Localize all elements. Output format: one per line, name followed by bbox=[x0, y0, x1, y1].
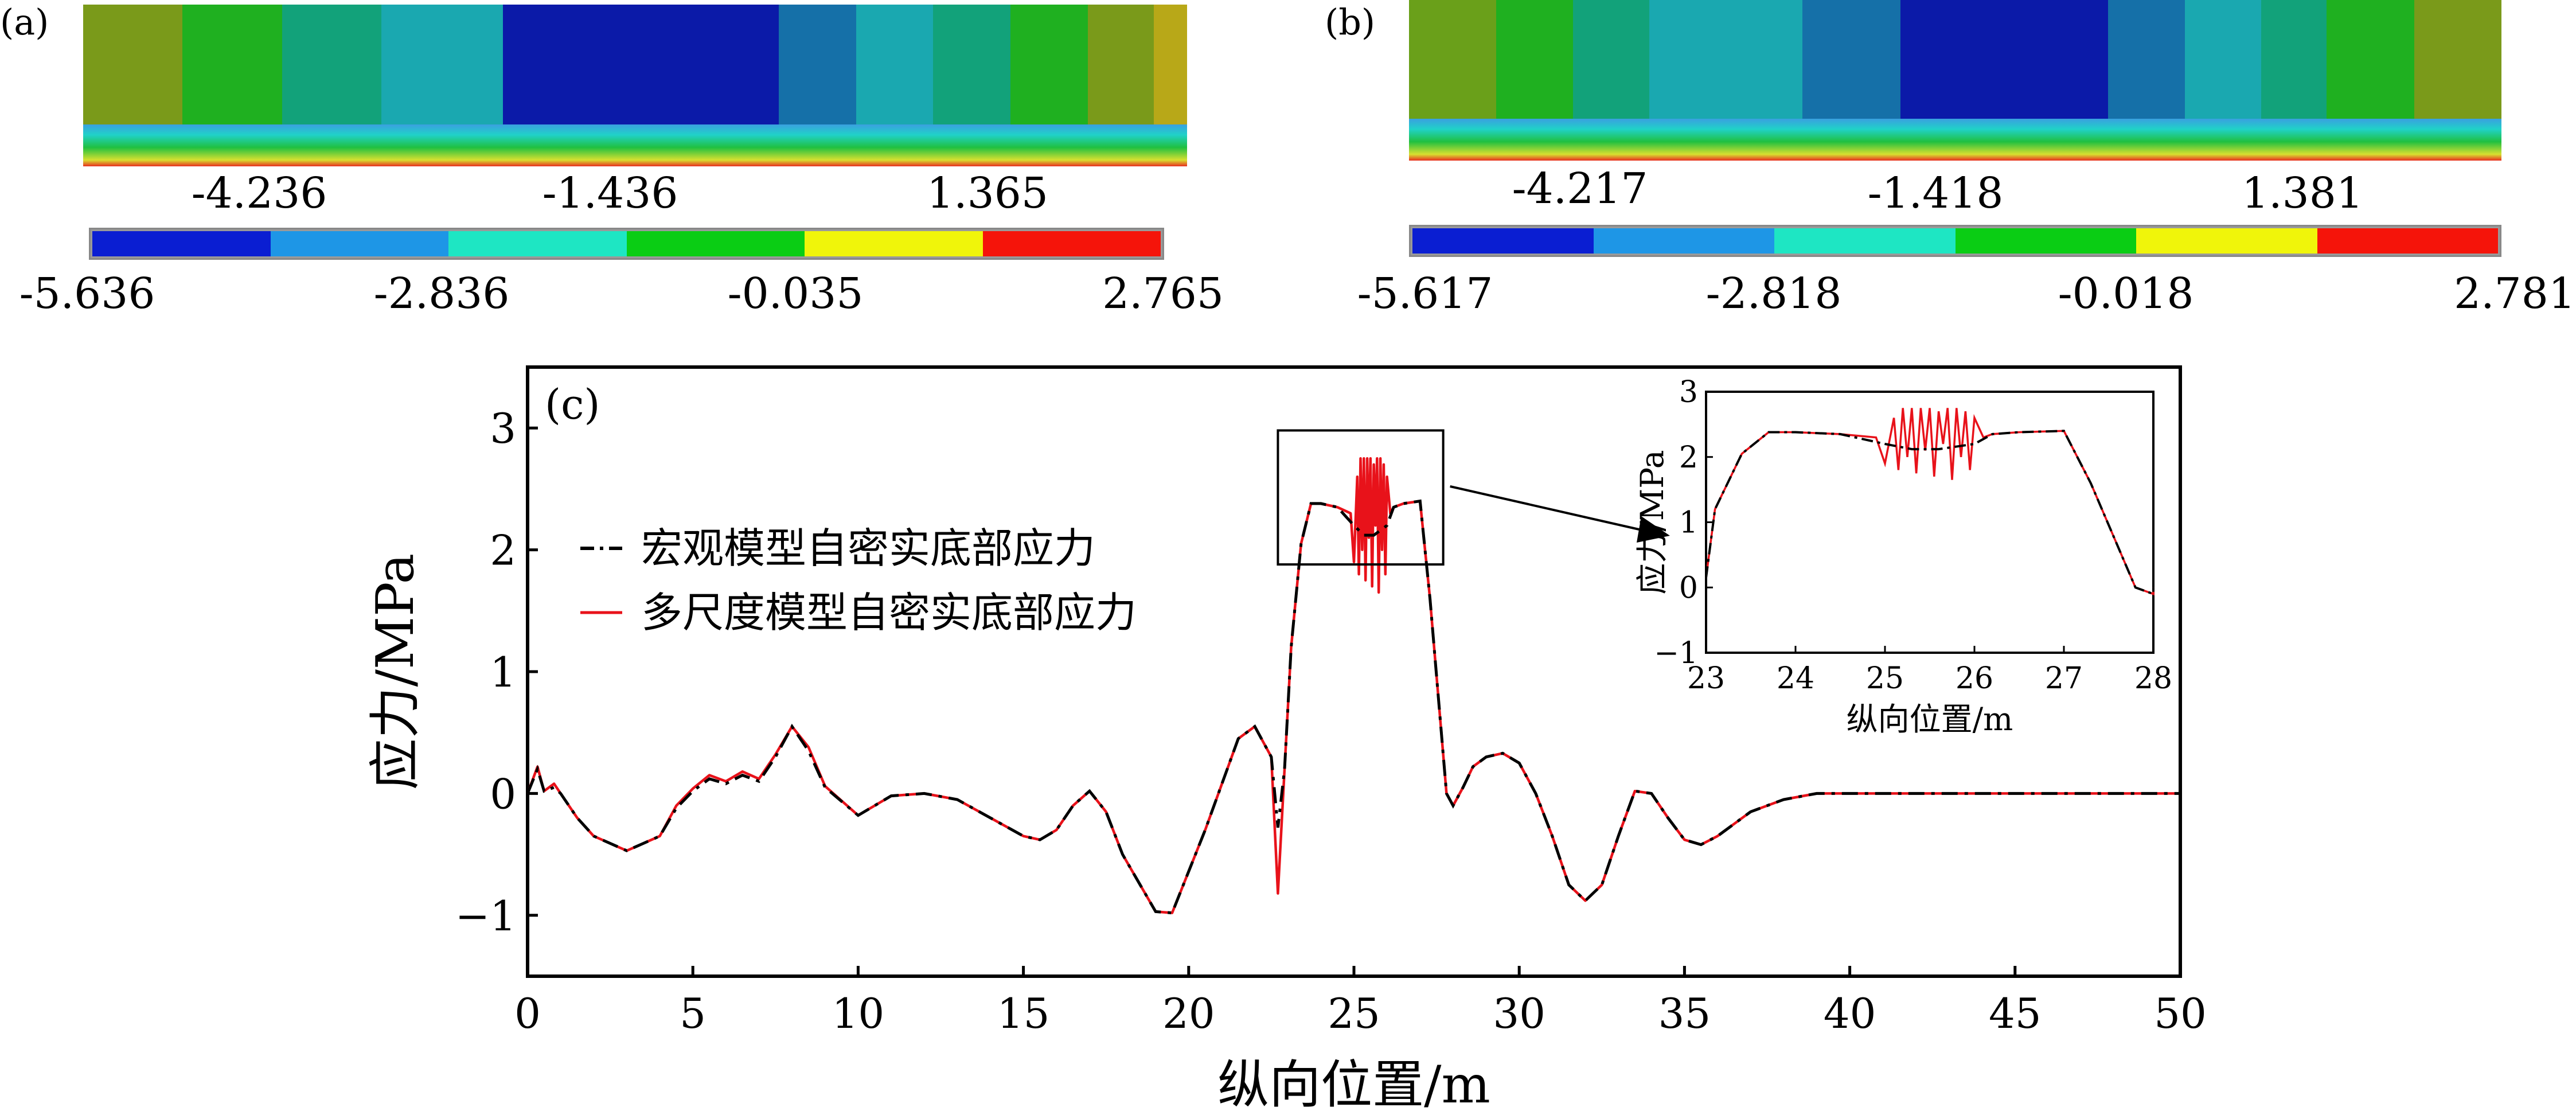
legend-seg bbox=[2317, 228, 2498, 254]
inset-x-tick-label: 28 bbox=[2134, 661, 2172, 696]
legend-seg bbox=[2136, 228, 2317, 254]
legend-seg bbox=[270, 231, 448, 256]
x-tick-label: 30 bbox=[1493, 989, 1545, 1038]
legend-label-multiscale: 多尺度模型自密实底部应力 bbox=[641, 588, 1137, 637]
x-tick-label: 40 bbox=[1824, 989, 1876, 1038]
inset-y-tick-label: 2 bbox=[1679, 440, 1698, 475]
legend-seg bbox=[1412, 228, 1594, 254]
panel-b-mid-label-3: 1.381 bbox=[2242, 169, 2363, 218]
series-line-macro bbox=[526, 499, 2180, 915]
inset-x-tick-label: 23 bbox=[1687, 661, 1725, 696]
y-tick-label: 0 bbox=[490, 770, 516, 818]
legend-seg bbox=[92, 231, 271, 256]
x-tick-label: 10 bbox=[832, 989, 885, 1038]
inset-x-tick-label: 25 bbox=[1866, 661, 1904, 696]
zoom-arrow bbox=[1450, 485, 1652, 533]
zoom-box bbox=[1277, 429, 1445, 566]
inset-y-tick-label: −1 bbox=[1654, 636, 1698, 671]
panel-c-label: (c) bbox=[545, 380, 600, 428]
x-axis-label: 纵向位置/m bbox=[1217, 1055, 1490, 1111]
inset-x-tick-label: 27 bbox=[2045, 661, 2083, 696]
x-tick-label: 5 bbox=[680, 989, 706, 1038]
inset-x-tick-label: 24 bbox=[1777, 661, 1814, 696]
panel-a-scale-label-1: -5.636 bbox=[19, 269, 155, 318]
y-tick-label: 1 bbox=[490, 648, 516, 696]
panel-b-mid-label-1: -4.217 bbox=[1512, 164, 1648, 213]
legend-seg bbox=[626, 231, 805, 256]
panel-b-label: (b) bbox=[1325, 1, 1376, 43]
inset-y-tick-label: 3 bbox=[1679, 375, 1698, 410]
x-tick-label: 45 bbox=[1989, 989, 2042, 1038]
inset-frame bbox=[1705, 391, 2155, 654]
panel-a-label: (a) bbox=[0, 1, 49, 43]
zoom-arrow-head bbox=[1637, 516, 1670, 543]
legend-seg bbox=[805, 231, 983, 256]
panel-a-mid-label-3: 1.365 bbox=[927, 169, 1048, 218]
y-tick-label: −1 bbox=[455, 892, 516, 940]
panel-b-scale-label-2: -2.818 bbox=[1705, 269, 1842, 318]
x-tick-label: 50 bbox=[2154, 989, 2207, 1038]
panel-a-scale-label-4: 2.765 bbox=[1102, 269, 1224, 318]
panel-a-mid-label-1: -4.236 bbox=[191, 169, 327, 218]
x-tick-label: 20 bbox=[1162, 989, 1215, 1038]
panel-b-scale-label-4: 2.781 bbox=[2454, 269, 2575, 318]
panel-a-scale-label-2: -2.836 bbox=[373, 269, 510, 318]
panel-a-color-legend bbox=[89, 228, 1164, 260]
x-tick-label: 0 bbox=[514, 989, 541, 1038]
legend-label-macro: 宏观模型自密实底部应力 bbox=[641, 524, 1095, 572]
panel-b-color-legend bbox=[1409, 225, 2501, 257]
panel-b-contour-plot bbox=[1409, 0, 2501, 161]
y-axis-label: 应力/MPa bbox=[365, 553, 426, 790]
legend-seg bbox=[1955, 228, 2136, 254]
panel-a-scale-label-3: -0.035 bbox=[727, 269, 864, 318]
panel-b-scale-label-3: -0.018 bbox=[2058, 269, 2194, 318]
inset-x-axis-label: 纵向位置/m bbox=[1847, 701, 2013, 738]
x-tick-label: 25 bbox=[1328, 989, 1380, 1038]
panel-b-mid-label-2: -1.418 bbox=[1867, 169, 2004, 218]
inset-series-macro bbox=[1705, 430, 2155, 596]
legend-seg bbox=[1774, 228, 1956, 254]
legend-seg bbox=[982, 231, 1161, 256]
inset-y-axis-label: 应力/MPa bbox=[1634, 450, 1671, 594]
y-tick-label: 2 bbox=[490, 527, 516, 575]
x-tick-label: 35 bbox=[1658, 989, 1711, 1038]
panel-b-scale-label-1: -5.617 bbox=[1357, 269, 1493, 318]
x-tick-label: 15 bbox=[997, 989, 1050, 1038]
legend-seg bbox=[1593, 228, 1774, 254]
y-tick-label: 3 bbox=[490, 404, 516, 453]
legend-seg bbox=[448, 231, 627, 256]
panel-a-mid-label-2: -1.436 bbox=[542, 169, 678, 218]
inset-y-tick-label: 1 bbox=[1679, 506, 1698, 540]
panel-a-contour-plot bbox=[83, 5, 1187, 166]
inset-x-tick-label: 26 bbox=[1956, 661, 1993, 696]
inset-y-tick-label: 0 bbox=[1679, 571, 1698, 605]
